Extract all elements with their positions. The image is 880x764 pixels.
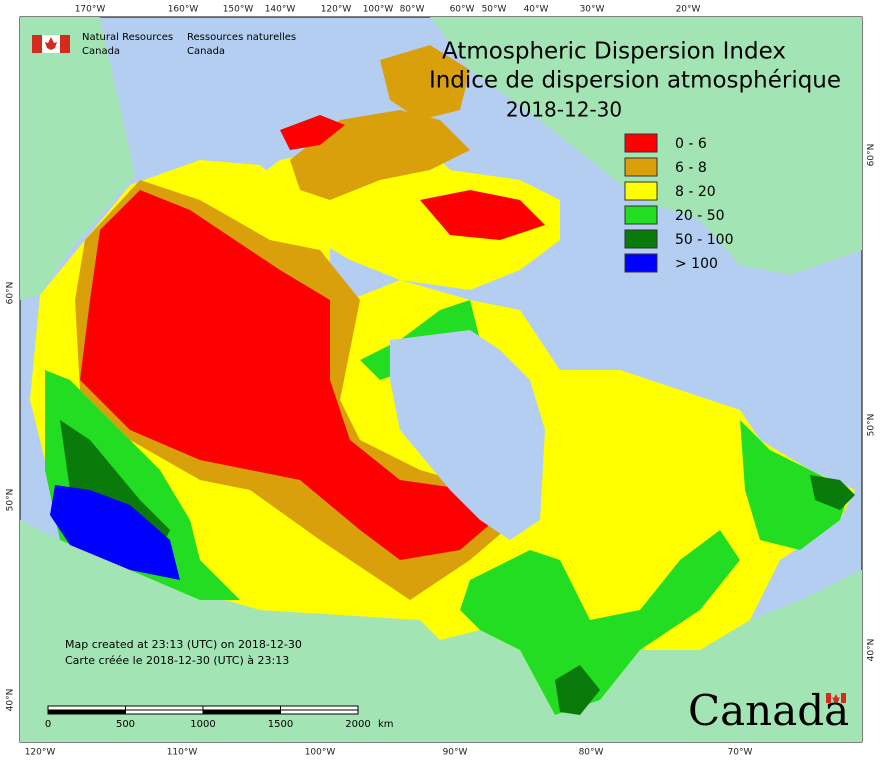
title: Indice de dispersion atmosphérique bbox=[429, 68, 841, 94]
scale-label: 1000 bbox=[190, 719, 215, 730]
newfoundland-green bbox=[740, 420, 850, 550]
flag-bar bbox=[841, 693, 846, 703]
united-states bbox=[20, 520, 862, 742]
graticule-label: 40°N bbox=[6, 689, 16, 712]
agency-en: Natural Resources bbox=[82, 32, 173, 43]
graticule-label: 70°W bbox=[728, 748, 753, 758]
agency-en: Canada bbox=[82, 46, 120, 57]
scale-label: 1500 bbox=[268, 719, 293, 730]
scale-segment bbox=[47, 709, 126, 715]
bc-blue bbox=[50, 485, 180, 580]
graticule-label: 140°W bbox=[265, 5, 296, 15]
scale-segment bbox=[280, 705, 359, 711]
legend-swatch bbox=[624, 205, 658, 225]
legend-swatch bbox=[624, 133, 658, 153]
legend-swatch bbox=[624, 253, 658, 273]
graticule-label: 60°N bbox=[867, 144, 877, 167]
maple-leaf bbox=[45, 37, 57, 50]
red-core bbox=[80, 190, 495, 560]
graticule-label: 160°W bbox=[168, 5, 199, 15]
hudson-bay bbox=[390, 330, 545, 540]
date: 2018-12-30 bbox=[506, 98, 622, 122]
scale-segment bbox=[47, 705, 126, 711]
legend-label: > 100 bbox=[675, 256, 718, 272]
graticule-labels: 170°W 160°W 150°W 140°W 120°W 100°W 80°W 60°W 50… bbox=[6, 5, 877, 758]
scale-unit: km bbox=[378, 719, 394, 730]
legend-label: 20 - 50 bbox=[675, 208, 725, 224]
graticule-label: 50°W bbox=[482, 5, 507, 15]
maple-leaf bbox=[832, 694, 840, 703]
scale-segment bbox=[202, 705, 281, 711]
ontario-darkgreen bbox=[555, 665, 600, 715]
scale-segment bbox=[280, 709, 359, 715]
graticule-label: 80°W bbox=[579, 748, 604, 758]
ellesmere-orange bbox=[380, 45, 470, 120]
flag-bar bbox=[60, 35, 70, 53]
east-green bbox=[460, 530, 740, 715]
graticule-label: 30°W bbox=[580, 5, 605, 15]
alaska bbox=[20, 17, 135, 300]
scale-label: 0 bbox=[45, 719, 51, 730]
legend-swatch bbox=[624, 157, 658, 177]
graticule-label: 120°W bbox=[25, 748, 56, 758]
graticule-label: 150°W bbox=[223, 5, 254, 15]
graticule-label: 60°W bbox=[450, 5, 475, 15]
graticule-label: 40°N bbox=[867, 639, 877, 662]
island-red bbox=[280, 115, 345, 150]
scale-label: 500 bbox=[116, 719, 135, 730]
scale-segment bbox=[125, 709, 204, 715]
legend: 0 - 6 6 - 8 8 - 20 20 - 50 50 - 100 > 100 bbox=[624, 133, 734, 273]
agency-fr: Ressources naturelles bbox=[187, 32, 296, 43]
legend-label: 8 - 20 bbox=[675, 184, 716, 200]
logo: Natural Resources Canada Ressources natu… bbox=[32, 32, 296, 57]
graticule-label: 40°W bbox=[524, 5, 549, 15]
graticule-label: 90°W bbox=[443, 748, 468, 758]
graticule-label: 100°W bbox=[305, 748, 336, 758]
scale-bar: 0 500 1000 1500 2000 km bbox=[45, 705, 394, 730]
wordmark-flag bbox=[826, 693, 846, 703]
graticule-label: 60°N bbox=[6, 282, 16, 305]
footnote: Map created at 23:13 (UTC) on 2018-12-30 bbox=[65, 638, 302, 651]
footnote: Carte créée le 2018-12-30 (UTC) à 23:13 bbox=[65, 654, 289, 667]
scale-segment bbox=[125, 705, 204, 711]
wordmark: Canada bbox=[688, 686, 849, 735]
graticule-label: 170°W bbox=[75, 5, 106, 15]
legend-label: 50 - 100 bbox=[675, 232, 734, 248]
legend-label: 0 - 6 bbox=[675, 136, 707, 152]
graticule-label: 80°W bbox=[400, 5, 425, 15]
newfoundland-darkgreen bbox=[810, 475, 855, 510]
legend-swatch bbox=[624, 229, 658, 249]
scale-segment bbox=[202, 709, 281, 715]
title: Atmospheric Dispersion Index bbox=[442, 39, 786, 65]
legend-label: 6 - 8 bbox=[675, 160, 707, 176]
map-area bbox=[19, 16, 863, 743]
baffin-red bbox=[420, 190, 545, 240]
graticule-label: 50°N bbox=[6, 489, 16, 512]
graticule-label: 120°W bbox=[321, 5, 352, 15]
scale-label: 2000 bbox=[345, 719, 370, 730]
graticule-label: 50°N bbox=[867, 414, 877, 437]
graticule-label: 20°W bbox=[676, 5, 701, 15]
legend-swatch bbox=[624, 181, 658, 201]
agency-fr: Canada bbox=[187, 46, 225, 57]
flag-bar bbox=[826, 693, 831, 703]
graticule-label: 110°W bbox=[167, 748, 198, 758]
flag-bar bbox=[32, 35, 42, 53]
graticule-label: 100°W bbox=[363, 5, 394, 15]
